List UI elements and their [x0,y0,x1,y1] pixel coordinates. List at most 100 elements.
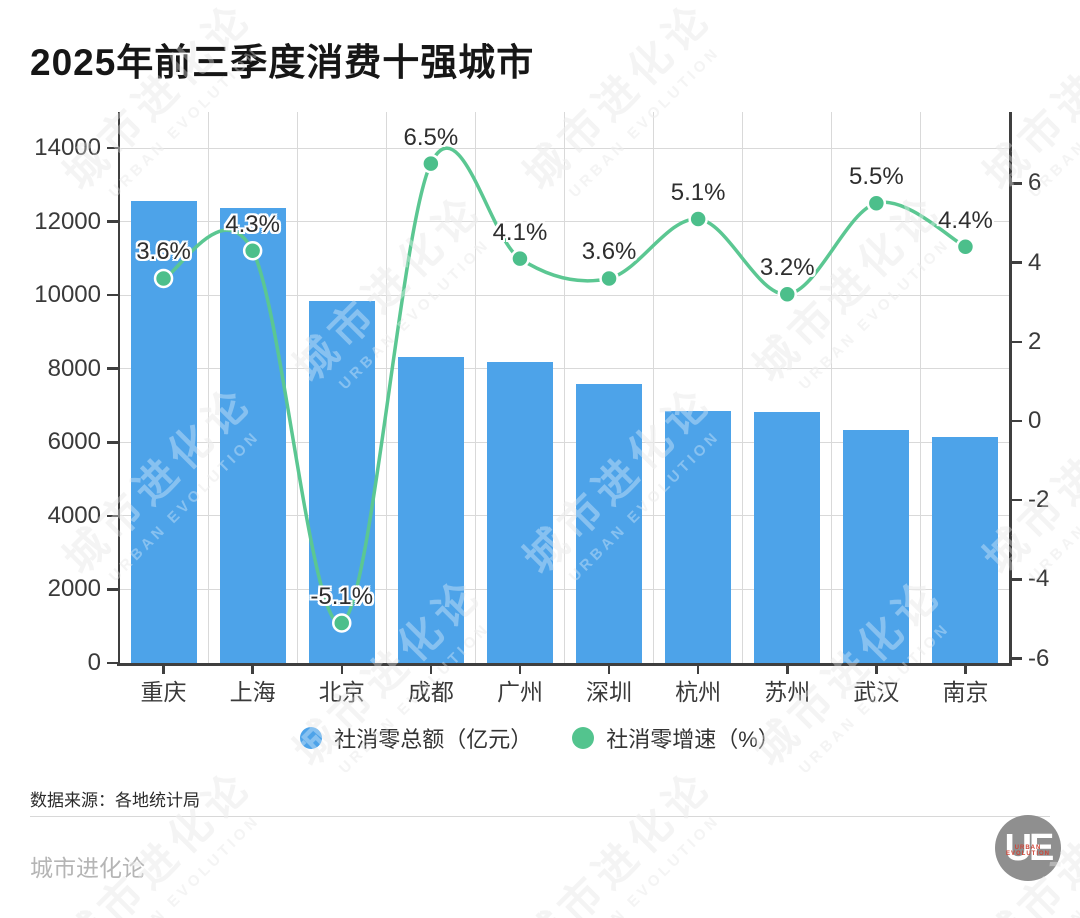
y-axis-right-tick-label: 4 [1028,248,1042,276]
x-axis-label-上海: 上海 [229,679,276,705]
x-axis-tick [696,665,700,674]
data-label-苏州: 3.2% [759,254,815,282]
x-axis-label-武汉: 武汉 [853,679,900,705]
v-gridline [385,112,387,663]
v-gridline [296,112,298,663]
x-axis-label-北京: 北京 [318,679,365,705]
y-axis-right-tick [1010,261,1022,264]
v-gridline [831,112,833,663]
data-label-重庆: 3.6% [136,238,191,266]
x-axis-label-成都: 成都 [407,679,454,705]
y-axis-left-tick-label: 6000 [47,428,101,456]
x-axis-label-重庆: 重庆 [140,679,187,705]
data-label-上海: 4.3% [225,210,280,238]
v-gridline [920,112,922,663]
y-axis-right-tick-label: -2 [1028,486,1050,514]
x-axis-label-广州: 广州 [496,679,543,705]
v-gridline [742,112,744,663]
y-axis-right-tick [1010,657,1022,660]
y-axis-right-tick [1010,419,1022,423]
chart-legend: 社消零总额（亿元） 社消零增速（%） [0,722,1080,754]
data-label-北京: -5.1% [310,582,374,610]
y-axis-right-tick-label: -6 [1028,644,1050,672]
line-series-swatch [572,727,595,749]
y-axis-left-tick-label: 4000 [47,501,101,529]
y-axis-left-tick [107,146,119,150]
data-point-南京 [955,237,976,257]
y-axis-left-tick [107,220,119,223]
y-axis-left-line [117,112,120,665]
x-axis-label-苏州: 苏州 [764,679,811,705]
y-axis-left-tick [107,367,119,370]
bar-南京 [932,437,999,663]
x-axis-label-杭州: 杭州 [675,679,722,705]
growth-line [161,146,968,625]
v-gridline [653,112,655,663]
y-axis-left-tick-label: 10000 [34,281,101,309]
logo-monogram: UE [1004,827,1055,869]
x-axis-tick [964,665,967,674]
y-axis-left-tick [107,514,119,518]
bar-深圳 [576,383,643,663]
data-point-苏州 [777,284,797,305]
bar-北京 [308,301,375,663]
bar-广州 [486,361,553,663]
y-axis-left-tick-label: 14000 [34,134,101,161]
y-axis-right-tick-label: 2 [1028,327,1042,355]
v-gridline [564,112,565,663]
x-axis-line [117,663,1012,666]
data-point-成都 [421,153,441,174]
y-axis-left-tick-label: 0 [87,649,101,676]
data-label-成都: 6.5% [403,123,459,151]
bar-series-swatch [300,727,323,749]
legend-label-line-series: 社消零增速（%） [606,727,780,752]
y-axis-right-tick-label: 0 [1028,407,1042,434]
x-axis-tick [162,665,165,674]
data-point-北京 [332,613,352,633]
x-axis-tick [518,665,522,674]
data-point-广州 [510,248,530,269]
bar-武汉 [843,430,910,663]
y-axis-right-tick [1010,182,1022,185]
y-axis-left-tick-label: 12000 [34,207,101,235]
v-gridline [474,112,476,663]
y-axis-left-tick-label: 8000 [47,354,101,382]
bar-苏州 [754,412,821,663]
y-axis-right-tick-label: 6 [1028,169,1042,197]
data-point-武汉 [866,193,887,213]
page-title: 2025年前三季度消费十强城市 [30,42,535,83]
footer-divider [30,816,1050,817]
x-axis-tick [786,665,789,674]
y-axis-left-tick [107,441,119,444]
source-note: 数据来源：各地统计局 [30,791,200,810]
y-axis-right-line [1009,112,1012,665]
brand-logo: UE URBAN EVOLUTION [995,815,1061,881]
x-axis-label-南京: 南京 [942,679,989,705]
bar-杭州 [665,411,732,663]
x-axis-tick [340,665,343,674]
y-axis-right-tick [1010,340,1022,344]
logo-subtext: URBAN EVOLUTION [1005,845,1050,857]
y-axis-right-tick [1010,578,1022,581]
data-point-重庆 [153,268,174,289]
y-axis-left-tick-label: 2000 [47,575,101,603]
x-axis-tick [875,665,878,674]
data-label-武汉: 5.5% [848,163,904,191]
bar-上海 [219,208,286,663]
legend-item-line-series: 社消零增速（%） [572,722,780,754]
data-label-南京: 4.4% [938,206,993,234]
y-axis-right-tick [1010,498,1022,502]
v-gridline [207,112,209,663]
legend-label-bar-series: 社消零总额（亿元） [334,727,533,752]
y-axis-left-tick [107,588,119,591]
x-axis-tick [607,665,611,674]
x-axis-tick [429,665,433,674]
y-axis-left-tick [107,293,119,297]
data-point-上海 [242,240,263,261]
bar-成都 [397,356,464,663]
footer-brand: 城市进化论 [30,855,145,881]
data-point-深圳 [599,268,619,289]
